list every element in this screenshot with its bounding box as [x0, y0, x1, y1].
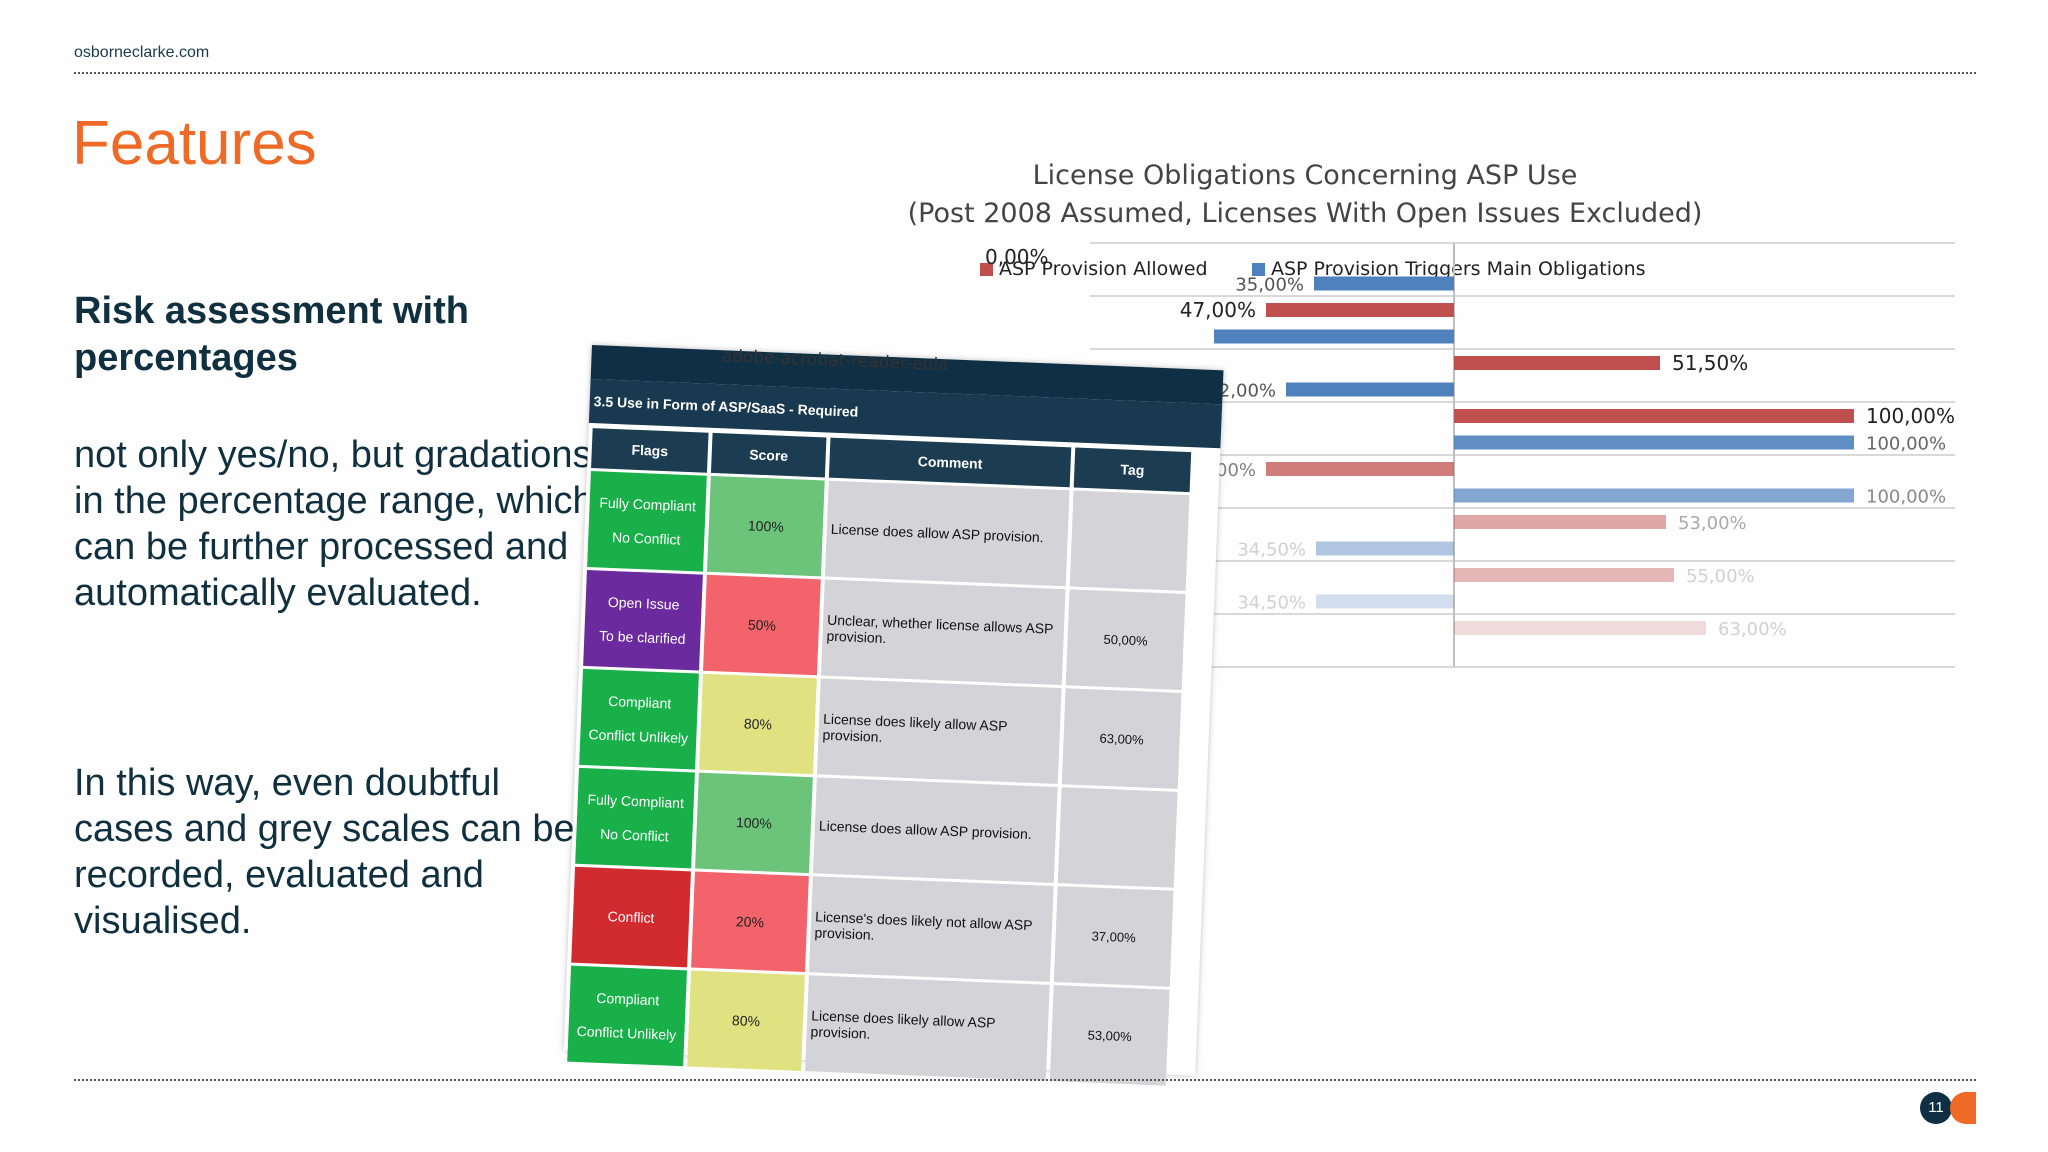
- score-cell: 100%: [706, 475, 825, 577]
- flag-line-1: Compliant: [607, 692, 672, 712]
- chart-bars: 0,00% 35,00%47,00% 51,50% 42,00% 100,00% 100,…: [985, 242, 1955, 668]
- flag-line-1: Open Issue: [607, 593, 680, 613]
- bottom-divider: [74, 1079, 1976, 1081]
- flag-line-1: Conflict: [607, 908, 655, 926]
- bar-allowed: [1454, 515, 1666, 529]
- bar-value-label: 55,00%: [1686, 566, 1755, 587]
- comment-cell: License does allow ASP provision.: [824, 480, 1070, 587]
- flag-line-2: Conflict Unlikely: [588, 726, 689, 747]
- bar-value-label: 100,00%: [1866, 404, 1955, 428]
- bar-value-label: 42,00%: [1207, 381, 1276, 402]
- legend-swatch-allowed: [980, 263, 993, 276]
- bar-triggers: [1454, 488, 1854, 503]
- bar-value-label: 51,50%: [1672, 351, 1748, 375]
- header-flags: Flags: [591, 428, 709, 473]
- bar-value-label: 0,00%: [985, 245, 1049, 269]
- comment-cell: License does likely allow ASP provision.: [816, 678, 1062, 785]
- flag-cell: Fully Compliant No Conflict: [575, 767, 695, 869]
- flag-line-1: Fully Compliant: [599, 494, 697, 515]
- bar-allowed: [1454, 409, 1854, 423]
- top-divider: [74, 72, 1976, 74]
- flag-line-1: Fully Compliant: [587, 791, 685, 812]
- tag-cell: 50,00%: [1065, 589, 1186, 690]
- flag-cell: Open Issue To be clarified: [583, 569, 703, 671]
- bar-allowed: [1454, 356, 1660, 370]
- chart-title-line-1: License Obligations Concerning ASP Use: [1033, 160, 1578, 191]
- page-tab-marker: [1950, 1092, 1976, 1124]
- bar-triggers: [1454, 435, 1854, 450]
- bar-allowed: [1266, 303, 1454, 317]
- header-tag: Tag: [1073, 447, 1192, 493]
- score-cell: 50%: [703, 574, 821, 676]
- bar-triggers: [1314, 276, 1454, 291]
- bar-value-label: 53,00%: [1678, 513, 1747, 534]
- flag-cell: Compliant Conflict Unlikely: [567, 965, 687, 1067]
- flag-line-2: To be clarified: [598, 627, 686, 647]
- bar-value-label: 100,00%: [1866, 487, 1946, 508]
- page-title: Features: [72, 109, 317, 178]
- header-comment: Comment: [828, 437, 1072, 488]
- tag-cell: 37,00%: [1053, 886, 1174, 987]
- score-cell: 80%: [687, 970, 805, 1071]
- table-row: Compliant Conflict Unlikely 80% License d…: [567, 965, 1170, 1086]
- asp-obligations-chart: License Obligations Concerning ASP Use (…: [900, 150, 1980, 870]
- flag-cell: Conflict: [571, 866, 691, 968]
- flag-line-2: Conflict Unlikely: [576, 1022, 677, 1043]
- chart-canvas: License Obligations Concerning ASP Use (…: [908, 160, 1955, 668]
- body-paragraph-1: not only yes/no, but gradations in the p…: [74, 434, 594, 614]
- score-cell: 80%: [699, 673, 817, 775]
- score-cell: 20%: [691, 871, 809, 973]
- bar-value-label: 47,00%: [1180, 298, 1256, 322]
- site-url[interactable]: osborneclarke.com: [74, 44, 210, 61]
- bar-allowed: [1454, 568, 1674, 582]
- bar-allowed: [1454, 621, 1706, 635]
- bar-value-label: 35,00%: [1235, 275, 1304, 296]
- legend-allowed: ASP Provision Allowed: [999, 258, 1208, 280]
- header-score: Score: [710, 432, 827, 478]
- bar-value-label: 63,00%: [1718, 619, 1787, 640]
- bar-value-label: 34,50%: [1237, 540, 1306, 561]
- page-number: 11: [1920, 1092, 1952, 1124]
- assessment-table: Flags Score Comment Tag Fully Compliant N…: [563, 425, 1195, 1089]
- subheading: Risk assessment with percentages: [74, 290, 469, 379]
- tag-cell: 63,00%: [1061, 688, 1182, 789]
- tag-cell: [1057, 787, 1178, 888]
- bar-value-label: 34,50%: [1237, 593, 1306, 614]
- bar-triggers: [1316, 594, 1454, 609]
- chart-title-line-2: (Post 2008 Assumed, Licenses With Open I…: [908, 198, 1703, 229]
- body-paragraph-2: In this way, even doubtful cases and gre…: [74, 762, 575, 942]
- bar-value-label: 100,00%: [1866, 434, 1946, 455]
- flag-cell: Fully Compliant No Conflict: [587, 471, 707, 572]
- comment-cell: License does likely allow ASP provision.: [805, 975, 1050, 1081]
- bar-allowed: [1266, 462, 1454, 476]
- flag-line-1: Compliant: [595, 989, 660, 1009]
- bar-triggers: [1316, 541, 1454, 556]
- flag-cell: Compliant Conflict Unlikely: [579, 668, 699, 770]
- flag-line-2: No Conflict: [599, 825, 669, 845]
- score-cell: 100%: [695, 772, 813, 874]
- tag-cell: [1069, 490, 1190, 592]
- tag-cell: 53,00%: [1049, 985, 1170, 1086]
- bar-triggers: [1214, 329, 1454, 344]
- assessment-table-body: Fully Compliant No Conflict 100% License …: [567, 471, 1190, 1086]
- comment-cell: License's does likely not allow ASP prov…: [809, 876, 1054, 982]
- bar-triggers: [1286, 382, 1454, 397]
- comment-cell: License does allow ASP provision.: [812, 777, 1058, 883]
- license-assessment-sheet: adobe-acrobat-reader-eula 3.5 Use in For…: [563, 345, 1224, 1086]
- comment-cell: Unclear, whether license allows ASP prov…: [820, 579, 1066, 686]
- legend-swatch-triggers: [1252, 263, 1265, 276]
- flag-line-2: No Conflict: [611, 528, 681, 548]
- legend-triggers: ASP Provision Triggers Main Obligations: [1271, 258, 1646, 280]
